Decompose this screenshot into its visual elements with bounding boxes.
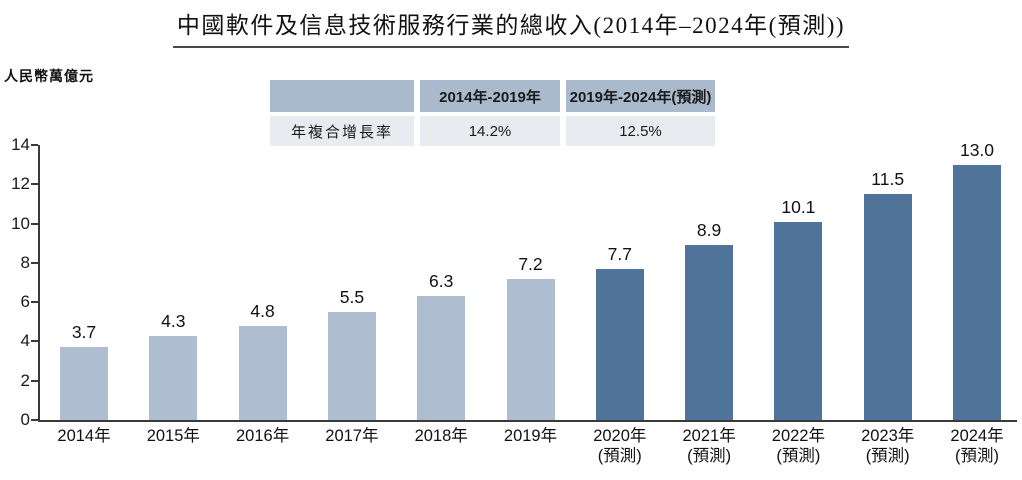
y-axis-tick-label-2: 2 (20, 370, 30, 390)
x-axis-label-2020年: 2020年 (預測) (593, 427, 647, 465)
x-axis-label-2019年: 2019年 (503, 427, 558, 445)
bar-2019年 (506, 278, 555, 420)
bar-value-label-2019年: 7.2 (518, 253, 543, 274)
y-axis-unit-label: 人民幣萬億元 (4, 70, 94, 85)
bar-value-label-2018年: 6.3 (429, 271, 454, 292)
x-axis-label-2023年: 2023年 (預測) (861, 427, 915, 465)
chart-title: 中國軟件及信息技術服務行業的總收入(2014年–2024年(預測)) (172, 6, 850, 48)
y-axis-tick-label-6: 6 (20, 292, 30, 312)
y-axis-tick-label-10: 10 (11, 213, 30, 233)
bar-2020年 (595, 268, 644, 420)
plot-area: 0 2 4 6 8 10 12 14 3.7 2014年 4.3 2015年 4.8 2016年 5.5 20… (11, 135, 1017, 465)
y-axis-tick-0 (31, 419, 38, 421)
bar-value-label-2016年: 4.8 (250, 300, 275, 321)
x-axis-label-2015年: 2015年 (146, 427, 200, 445)
cagr-row-label: 年複合增長率 (270, 116, 414, 146)
bar-value-label-2020年: 7.7 (607, 243, 632, 264)
bar-2024年 (953, 164, 1001, 420)
cagr-value-2019-2024: 12.5% (566, 116, 715, 146)
y-axis-tick-12 (31, 183, 38, 186)
y-axis-tick-10 (31, 222, 38, 225)
bar-2018年 (417, 296, 466, 420)
y-axis-tick-label-8: 8 (20, 252, 30, 272)
cagr-header-period-2014-2019: 2014年-2019年 (420, 80, 560, 112)
bar-2014年 (60, 347, 108, 420)
bar-value-label-2024年: 13.0 (959, 139, 995, 160)
bar-value-label-2023年: 11.5 (871, 169, 905, 190)
bar-2015年 (149, 335, 198, 420)
title-container: 中國軟件及信息技術服務行業的總收入(2014年–2024年(預測)) (0, 6, 1022, 48)
y-axis-tick-14 (31, 144, 38, 146)
bar-value-label-2015年: 4.3 (161, 310, 186, 331)
y-axis-tick-8 (31, 261, 38, 264)
x-axis-label-2014年: 2014年 (57, 427, 111, 445)
x-axis-label-2024年: 2024年 (預測) (950, 427, 1004, 465)
cagr-table: 2014年-2019年 2019年-2024年(預測) 年複合增長率 14.2%… (270, 80, 715, 146)
y-axis-tick-6 (31, 301, 38, 304)
x-axis-label-2017年: 2017年 (325, 427, 379, 445)
bar-2022年 (774, 221, 823, 420)
y-axis-tick-4 (31, 340, 38, 343)
y-axis-tick-2 (31, 379, 38, 382)
cagr-header-empty-cell (270, 80, 414, 112)
bar-value-label-2017年: 5.5 (339, 286, 365, 307)
bar-2016年 (238, 325, 287, 420)
bar-value-label-2021年: 8.9 (696, 220, 722, 241)
cagr-header-period-2019-2024: 2019年-2024年(預測) (566, 80, 715, 112)
bar-2023年 (863, 194, 912, 420)
bar-2021年 (685, 245, 734, 420)
y-axis-tick-label-12: 12 (11, 174, 30, 194)
x-axis-label-2016年: 2016年 (235, 427, 290, 445)
bar-value-label-2014年: 3.7 (71, 322, 97, 343)
x-axis-label-2021年: 2021年 (預測) (682, 427, 736, 465)
x-axis-label-2018年: 2018年 (414, 427, 468, 445)
y-axis-tick-label-4: 4 (20, 331, 30, 351)
y-axis-tick-label-14: 14 (11, 135, 30, 154)
bar-2017年 (327, 311, 376, 420)
x-axis-label-2022年: 2022年 (預測) (771, 427, 825, 465)
cagr-value-2014-2019: 14.2% (420, 116, 560, 146)
y-axis-tick-label-0: 0 (20, 410, 30, 429)
bar-value-label-2022年: 10.1 (781, 196, 816, 217)
